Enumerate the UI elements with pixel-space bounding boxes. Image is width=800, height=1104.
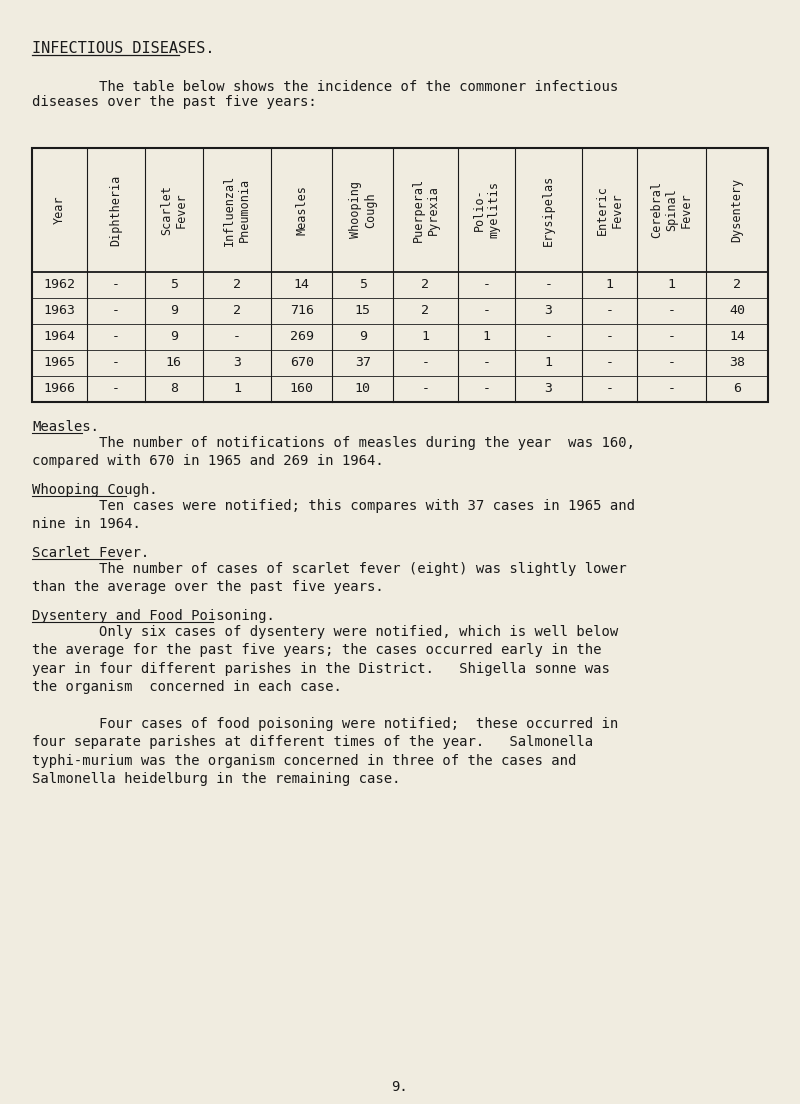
Text: -: -	[606, 305, 614, 318]
Text: 5: 5	[359, 278, 367, 291]
Text: Erysipelas: Erysipelas	[542, 174, 555, 245]
Text: 1: 1	[667, 278, 675, 291]
Text: 6: 6	[733, 382, 741, 395]
Text: diseases over the past five years:: diseases over the past five years:	[32, 95, 317, 109]
Text: 3: 3	[233, 357, 241, 370]
Text: 2: 2	[422, 305, 430, 318]
Text: Diphtheria: Diphtheria	[110, 174, 122, 245]
Text: The number of cases of scarlet fever (eight) was slightly lower
than the average: The number of cases of scarlet fever (ei…	[32, 562, 626, 594]
Text: -: -	[233, 330, 241, 343]
Text: 8: 8	[170, 382, 178, 395]
Text: 1964: 1964	[44, 330, 76, 343]
Text: Scarlet Fever.: Scarlet Fever.	[32, 546, 150, 560]
Text: 2: 2	[422, 278, 430, 291]
Text: 3: 3	[545, 382, 553, 395]
Text: -: -	[112, 382, 120, 395]
Text: 38: 38	[729, 357, 745, 370]
Text: 16: 16	[166, 357, 182, 370]
Text: Dysentery: Dysentery	[730, 178, 743, 242]
Text: -: -	[422, 357, 430, 370]
Text: 14: 14	[729, 330, 745, 343]
Text: 160: 160	[290, 382, 314, 395]
Text: 1966: 1966	[44, 382, 76, 395]
Text: 716: 716	[290, 305, 314, 318]
Text: Whooping Cough.: Whooping Cough.	[32, 484, 158, 497]
Text: Whooping
Cough: Whooping Cough	[349, 181, 377, 238]
Text: Dysentery and Food Poisoning.: Dysentery and Food Poisoning.	[32, 609, 275, 623]
Text: 1962: 1962	[44, 278, 76, 291]
Text: -: -	[667, 357, 675, 370]
Text: 269: 269	[290, 330, 314, 343]
Text: -: -	[545, 330, 553, 343]
Text: Ten cases were notified; this compares with 37 cases in 1965 and
nine in 1964.: Ten cases were notified; this compares w…	[32, 499, 635, 531]
Text: The table below shows the incidence of the commoner infectious: The table below shows the incidence of t…	[32, 79, 618, 94]
Text: 1: 1	[545, 357, 553, 370]
Text: -: -	[667, 305, 675, 318]
Text: The number of notifications of measles during the year  was 160,
compared with 6: The number of notifications of measles d…	[32, 436, 635, 468]
Text: Year: Year	[54, 195, 66, 224]
Text: 5: 5	[170, 278, 178, 291]
Text: Measles.: Measles.	[32, 420, 99, 434]
Text: -: -	[482, 382, 490, 395]
Text: 1: 1	[606, 278, 614, 291]
Text: Only six cases of dysentery were notified, which is well below
the average for t: Only six cases of dysentery were notifie…	[32, 625, 618, 786]
Text: 1963: 1963	[44, 305, 76, 318]
Text: 1: 1	[482, 330, 490, 343]
Text: Measles: Measles	[295, 185, 309, 235]
Text: 2: 2	[233, 278, 241, 291]
Text: -: -	[606, 330, 614, 343]
Text: 2: 2	[233, 305, 241, 318]
Text: Enteric
Fever: Enteric Fever	[595, 185, 623, 235]
Text: 14: 14	[294, 278, 310, 291]
Text: -: -	[112, 278, 120, 291]
Text: 3: 3	[545, 305, 553, 318]
Text: -: -	[606, 382, 614, 395]
Text: 9: 9	[170, 330, 178, 343]
Text: 10: 10	[355, 382, 371, 395]
Text: Scarlet
Fever: Scarlet Fever	[160, 185, 188, 235]
Text: -: -	[482, 357, 490, 370]
Text: 670: 670	[290, 357, 314, 370]
Text: 1965: 1965	[44, 357, 76, 370]
Bar	[32, 148, 768, 402]
Text: 9: 9	[359, 330, 367, 343]
Text: 1: 1	[422, 330, 430, 343]
Text: 15: 15	[355, 305, 371, 318]
Text: Cerebral
Spinal
Fever: Cerebral Spinal Fever	[650, 181, 693, 238]
Text: 37: 37	[355, 357, 371, 370]
Text: INFECTIOUS DISEASES.: INFECTIOUS DISEASES.	[32, 41, 214, 56]
Text: -: -	[667, 382, 675, 395]
Text: -: -	[545, 278, 553, 291]
Text: -: -	[422, 382, 430, 395]
Text: -: -	[112, 305, 120, 318]
Text: -: -	[482, 305, 490, 318]
Text: 2: 2	[733, 278, 741, 291]
Text: 40: 40	[729, 305, 745, 318]
Text: Puerperal
Pyrexia: Puerperal Pyrexia	[411, 178, 439, 242]
Text: 9: 9	[170, 305, 178, 318]
Text: -: -	[482, 278, 490, 291]
Text: 9.: 9.	[392, 1080, 408, 1094]
Text: 1: 1	[233, 382, 241, 395]
Text: -: -	[112, 330, 120, 343]
Text: -: -	[112, 357, 120, 370]
Text: Influenzal
Pneumonia: Influenzal Pneumonia	[223, 174, 251, 245]
Text: -: -	[606, 357, 614, 370]
Text: -: -	[667, 330, 675, 343]
Text: Polio-
myelitis: Polio- myelitis	[473, 181, 501, 238]
